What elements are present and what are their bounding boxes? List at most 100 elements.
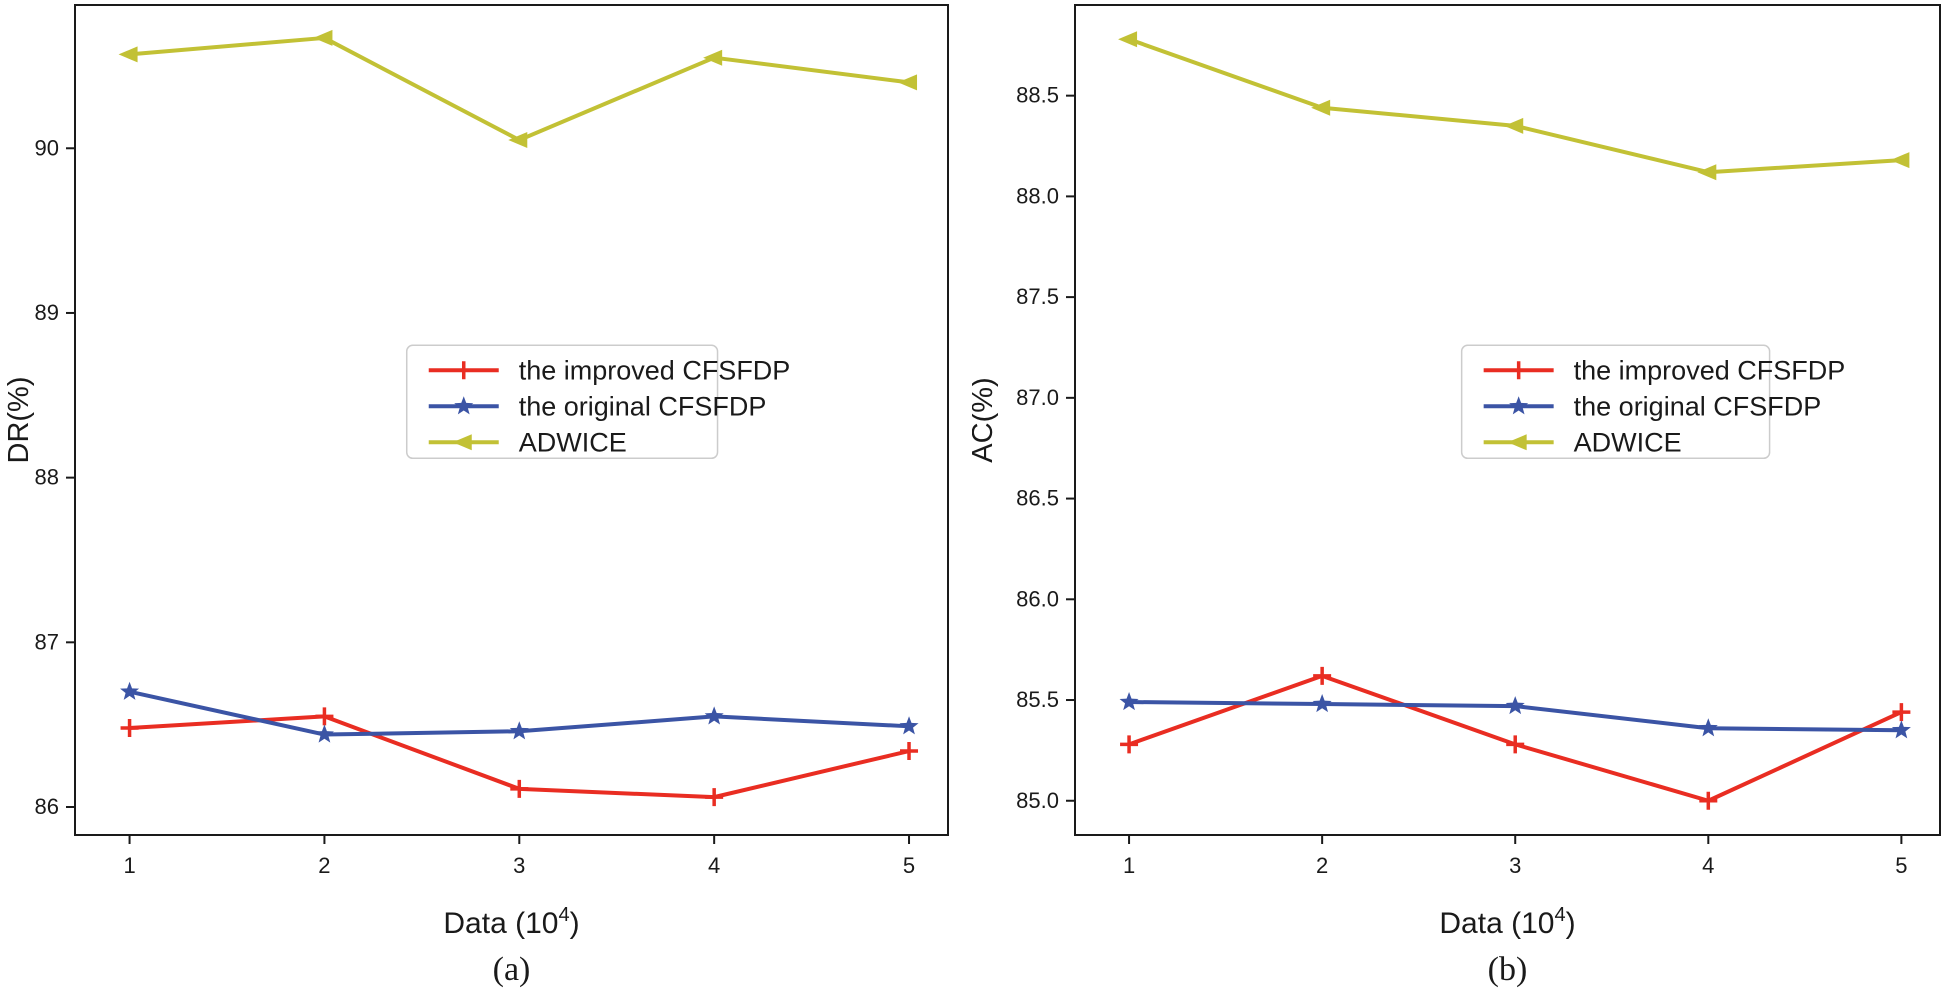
plot-box [1074,4,1941,836]
marker-triangle-left [703,49,723,66]
y-tick-label: 88 [35,465,59,490]
legend-box [1460,344,1771,460]
marker-triangle-left [898,74,918,91]
legend-entry-the-improved-cfsfdp: the improved CFSFDP [1483,355,1846,385]
legend-entry-the-original-cfsfdp: the original CFSFDP [428,391,767,421]
y-tick-label: 87.5 [1016,284,1059,309]
marker-star [1312,694,1332,713]
marker-star [1505,696,1525,715]
y-axis-title: AC(%) [972,377,999,462]
legend-label: the improved CFSFDP [1574,355,1846,385]
marker-triangle-left [313,29,333,46]
x-tick-label: 1 [123,853,135,878]
legend-marker-plus [1509,361,1528,380]
y-axis-ticks: 86 87 88 89 90 [35,135,75,819]
y-tick-label: 87 [35,629,59,654]
marker-triangle-left [1504,117,1524,134]
marker-plus [900,742,919,761]
marker-plus [120,718,139,737]
line-chart-b: 85.0 85.5 86.0 86.5 87.0 87.5 88.0 88.5 1 2 3 4 5 the… [972,4,1941,988]
marker-star [1119,692,1139,711]
series-adwice [118,29,918,149]
series-the-original-cfsfdp [1119,692,1911,739]
line-chart-a: 86 87 88 89 90 1 2 3 4 5 the improved CFSFDP the or… [3,4,949,988]
legend-marker-triangle-left [1507,434,1527,451]
series-the-original-cfsfdp [120,681,919,743]
y-tick-label: 90 [35,135,59,160]
plot-box [74,4,949,836]
series-the-improved-cfsfdp [1120,666,1911,810]
panel-caption: (b) [1488,951,1528,988]
y-axis-title: DR(%) [3,377,35,464]
y-tick-label: 86 [35,794,59,819]
legend-label: the original CFSFDP [1574,391,1822,421]
y-tick-label: 85.5 [1016,687,1059,712]
marker-plus [1699,791,1718,810]
y-tick-label: 88.0 [1016,183,1059,208]
chart-panel-b: 85.0 85.5 86.0 86.5 87.0 87.5 88.0 88.5 1 2 3 4 5 the… [972,0,1945,997]
marker-star [120,681,140,700]
marker-plus [705,788,724,807]
series-adwice [1118,31,1910,181]
x-axis-ticks: 1 2 3 4 5 [1123,835,1908,878]
x-tick-label: 1 [1123,853,1135,878]
y-axis-ticks: 85.0 85.5 86.0 86.5 87.0 87.5 88.0 88.5 [1016,83,1075,813]
marker-triangle-left [1311,99,1331,116]
legend-label: the improved CFSFDP [519,355,791,385]
x-tick-label: 2 [1316,853,1328,878]
legend-box [405,344,719,460]
marker-plus [1120,735,1139,754]
y-tick-label: 85.0 [1016,788,1059,813]
x-tick-label: 4 [1702,853,1714,878]
legend-label: ADWICE [519,427,627,457]
marker-plus [1313,666,1332,685]
y-tick-label: 86.5 [1016,486,1059,511]
legend-entry-adwice: ADWICE [428,427,627,457]
y-tick-label: 89 [35,300,59,325]
legend-entry-the-original-cfsfdp: the original CFSFDP [1483,391,1822,421]
x-tick-label: 5 [903,853,915,878]
legend-marker-triangle-left [452,434,472,451]
legend-marker-star [1509,396,1529,415]
marker-plus [1892,703,1911,722]
legend-label: the original CFSFDP [519,391,767,421]
marker-star [704,706,724,725]
legend-label: ADWICE [1574,427,1682,457]
marker-star [899,716,919,735]
legend-marker-star [454,396,474,415]
x-axis-title: Data (104) [443,904,579,940]
marker-plus [1506,735,1525,754]
marker-triangle-left [1697,164,1717,181]
x-axis-title: Data (104) [1439,904,1575,940]
legend-entry-adwice: ADWICE [1483,427,1682,457]
y-tick-label: 87.0 [1016,385,1059,410]
legend-entry-the-improved-cfsfdp: the improved CFSFDP [428,355,791,385]
legend-marker-plus [454,361,473,380]
y-tick-label: 88.5 [1016,83,1059,108]
legend: the improved CFSFDP the original CFSFDP AD… [405,344,791,460]
x-tick-label: 3 [1509,853,1521,878]
marker-plus [315,707,334,726]
marker-plus [510,779,529,798]
x-tick-label: 2 [318,853,330,878]
marker-triangle-left [118,46,138,63]
y-tick-label: 86.0 [1016,586,1059,611]
x-axis-title-superscript: 4 [1554,904,1565,926]
marker-star [314,724,334,743]
x-tick-label: 4 [708,853,720,878]
legend: the improved CFSFDP the original CFSFDP AD… [1460,344,1846,460]
marker-star [1698,718,1718,737]
x-axis-title-superscript: 4 [558,904,569,926]
chart-panel-a: 86 87 88 89 90 1 2 3 4 5 the improved CFSFDP the or… [0,0,972,997]
x-tick-label: 5 [1895,853,1907,878]
x-axis-ticks: 1 2 3 4 5 [123,835,915,878]
series-line [127,35,912,143]
marker-triangle-left [1890,152,1910,169]
series-line [1127,37,1904,175]
panel-caption: (a) [493,951,531,988]
marker-triangle-left [508,132,528,149]
marker-star [509,721,529,740]
x-tick-label: 3 [513,853,525,878]
marker-triangle-left [1118,31,1138,48]
